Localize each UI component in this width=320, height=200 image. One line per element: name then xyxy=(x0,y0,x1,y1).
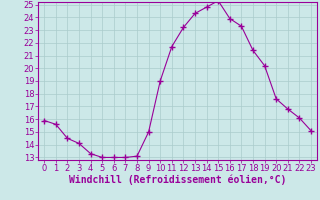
X-axis label: Windchill (Refroidissement éolien,°C): Windchill (Refroidissement éolien,°C) xyxy=(69,175,286,185)
